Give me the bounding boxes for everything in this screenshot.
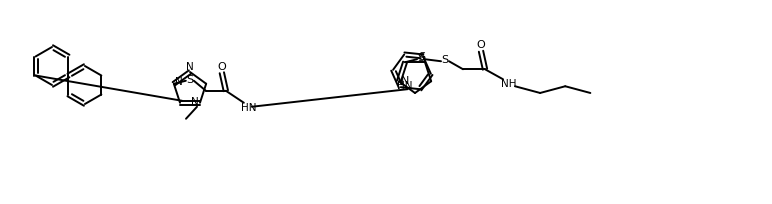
Text: O: O <box>476 40 486 50</box>
Text: S: S <box>418 52 425 62</box>
Text: NH: NH <box>501 79 516 89</box>
Text: HN: HN <box>241 103 256 113</box>
Text: HN: HN <box>397 81 413 91</box>
Text: N: N <box>175 77 183 87</box>
Text: N: N <box>191 97 199 107</box>
Text: N: N <box>401 76 409 86</box>
Text: S: S <box>186 75 194 85</box>
Text: O: O <box>218 62 226 72</box>
Text: N: N <box>186 62 194 72</box>
Text: S: S <box>418 53 425 63</box>
Text: S: S <box>442 55 449 65</box>
